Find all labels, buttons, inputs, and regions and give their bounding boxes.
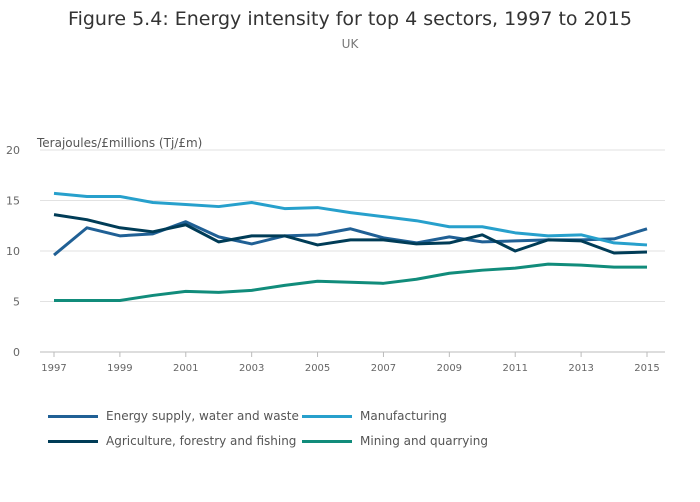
legend-label: Mining and quarrying: [360, 434, 488, 448]
legend-label: Agriculture, forestry and fishing: [106, 434, 297, 448]
legend-item-2: Agriculture, forestry and fishing: [48, 434, 296, 448]
x-tick-label: 2007: [371, 363, 396, 374]
legend-item-3: Mining and quarrying: [302, 434, 488, 448]
y-tick-label: 10: [6, 245, 20, 258]
legend-swatch: [302, 439, 352, 443]
x-tick-label: 2015: [634, 363, 659, 374]
x-tick-label: 2005: [305, 363, 330, 374]
y-tick-label: 15: [6, 195, 20, 208]
y-tick-label: 5: [13, 296, 20, 309]
series-line-1: [53, 191, 648, 247]
x-tick-label: 2009: [437, 363, 462, 374]
series-line-2: [53, 213, 648, 255]
legend-swatch: [48, 414, 98, 418]
legend-label: Energy supply, water and waste: [106, 409, 299, 423]
legend-item-1: Manufacturing: [302, 409, 447, 423]
chart-subtitle: UK: [341, 37, 359, 51]
legend-swatch: [48, 439, 98, 443]
legend-item-0: Energy supply, water and waste: [48, 409, 299, 423]
series-line-3: [54, 262, 647, 302]
line-chart: 0 5 10 15 20 Terajoules/£millions (Tj/£m) 1997…: [6, 136, 665, 374]
legend-label: Manufacturing: [360, 409, 447, 423]
series-line-0: [53, 220, 648, 257]
x-tick-label: 2003: [239, 363, 264, 374]
x-tick-label: 1999: [107, 363, 132, 374]
y-tick-label: 20: [6, 144, 20, 157]
x-tick-label: 2001: [173, 363, 198, 374]
x-tick-label: 1997: [41, 363, 66, 374]
x-tick-label: 2011: [502, 363, 527, 374]
legend-swatch: [302, 414, 352, 418]
x-tick-label: 2013: [568, 363, 593, 374]
y-axis-label: Terajoules/£millions (Tj/£m): [36, 136, 202, 150]
chart-title: Figure 5.4: Energy intensity for top 4 s…: [68, 8, 632, 30]
y-tick-label: 0: [13, 346, 20, 359]
